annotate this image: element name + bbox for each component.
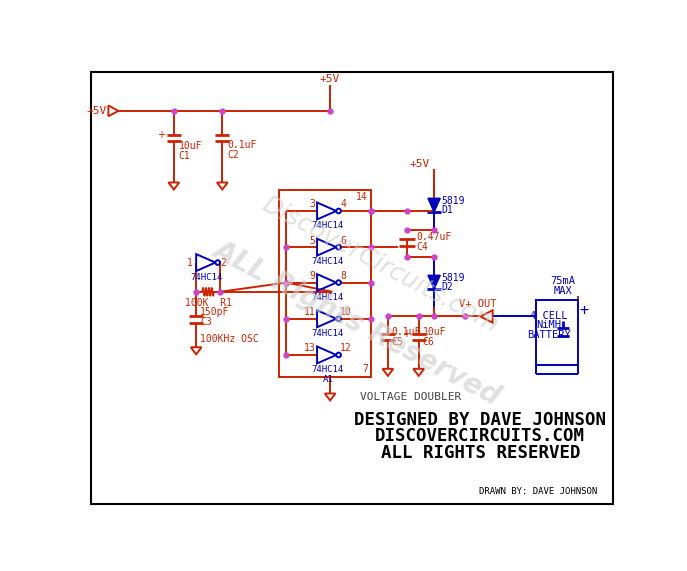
Text: 6: 6 bbox=[340, 236, 346, 246]
Text: MAX: MAX bbox=[554, 286, 572, 296]
Text: C2: C2 bbox=[227, 150, 238, 160]
Text: VOLTAGE DOUBLER: VOLTAGE DOUBLER bbox=[361, 392, 462, 402]
Text: C4: C4 bbox=[416, 242, 428, 252]
Text: 74HC14: 74HC14 bbox=[312, 257, 344, 266]
Text: +: + bbox=[402, 329, 410, 339]
Text: 5819: 5819 bbox=[442, 196, 465, 206]
Text: ALL RIGHTS RESERVED: ALL RIGHTS RESERVED bbox=[381, 444, 580, 461]
Text: 75mA: 75mA bbox=[550, 276, 576, 286]
Text: 150pF: 150pF bbox=[200, 307, 229, 317]
Text: 100K  R1: 100K R1 bbox=[185, 298, 232, 308]
Polygon shape bbox=[428, 198, 440, 212]
Text: 0.1uF: 0.1uF bbox=[392, 327, 421, 337]
Text: C1: C1 bbox=[179, 151, 190, 160]
Text: 10uF: 10uF bbox=[423, 327, 446, 337]
Text: DiscoverCircuits.com: DiscoverCircuits.com bbox=[258, 192, 502, 337]
Text: BATTERY: BATTERY bbox=[528, 329, 571, 340]
Text: 10: 10 bbox=[340, 307, 352, 317]
Text: DESIGNED BY DAVE JOHNSON: DESIGNED BY DAVE JOHNSON bbox=[354, 411, 607, 429]
Text: 4 CELL: 4 CELL bbox=[530, 311, 568, 321]
Text: +: + bbox=[157, 130, 166, 140]
Text: 2: 2 bbox=[221, 258, 227, 268]
Text: DRAWN BY: DAVE JOHNSON: DRAWN BY: DAVE JOHNSON bbox=[479, 487, 597, 496]
Text: 5819: 5819 bbox=[442, 273, 465, 283]
Text: 74HC14: 74HC14 bbox=[191, 274, 223, 282]
Text: 74HC14: 74HC14 bbox=[312, 221, 344, 230]
Text: 8: 8 bbox=[340, 271, 346, 281]
Text: 74HC14
A1: 74HC14 A1 bbox=[312, 365, 344, 384]
Polygon shape bbox=[428, 275, 440, 289]
Text: 4: 4 bbox=[340, 199, 346, 210]
Text: 0.47uF: 0.47uF bbox=[416, 232, 451, 242]
Text: +5V: +5V bbox=[87, 106, 107, 116]
Text: V+ OUT: V+ OUT bbox=[459, 299, 497, 309]
Text: +5V: +5V bbox=[410, 159, 430, 168]
Text: 12: 12 bbox=[340, 343, 352, 353]
Text: DISCOVERCIRCUITS.COM: DISCOVERCIRCUITS.COM bbox=[375, 427, 585, 445]
Text: 1: 1 bbox=[187, 258, 193, 268]
Bar bbox=[536, 300, 578, 365]
Text: D2: D2 bbox=[442, 282, 453, 292]
Text: 100KHz OSC: 100KHz OSC bbox=[200, 334, 259, 344]
Text: 14: 14 bbox=[356, 192, 368, 203]
Text: 7: 7 bbox=[362, 364, 368, 374]
Text: NiMH: NiMH bbox=[537, 320, 562, 330]
Text: +5V: +5V bbox=[320, 74, 340, 84]
Bar bbox=[278, 190, 371, 376]
Text: +: + bbox=[580, 303, 589, 319]
Text: 0.1uF: 0.1uF bbox=[227, 140, 256, 150]
Text: 3: 3 bbox=[310, 199, 315, 210]
Text: C3: C3 bbox=[200, 317, 212, 327]
Text: 74HC14: 74HC14 bbox=[312, 329, 344, 338]
Text: C5: C5 bbox=[392, 337, 403, 347]
Text: 13: 13 bbox=[304, 343, 315, 353]
Text: ALL Rights Reserved: ALL Rights Reserved bbox=[209, 235, 506, 411]
Text: 10uF: 10uF bbox=[179, 141, 202, 151]
Text: 9: 9 bbox=[310, 271, 315, 281]
Text: 11: 11 bbox=[304, 307, 315, 317]
Text: D1: D1 bbox=[442, 205, 453, 215]
Text: 74HC14: 74HC14 bbox=[312, 292, 344, 301]
Text: 5: 5 bbox=[310, 236, 315, 246]
Text: C6: C6 bbox=[423, 337, 434, 347]
